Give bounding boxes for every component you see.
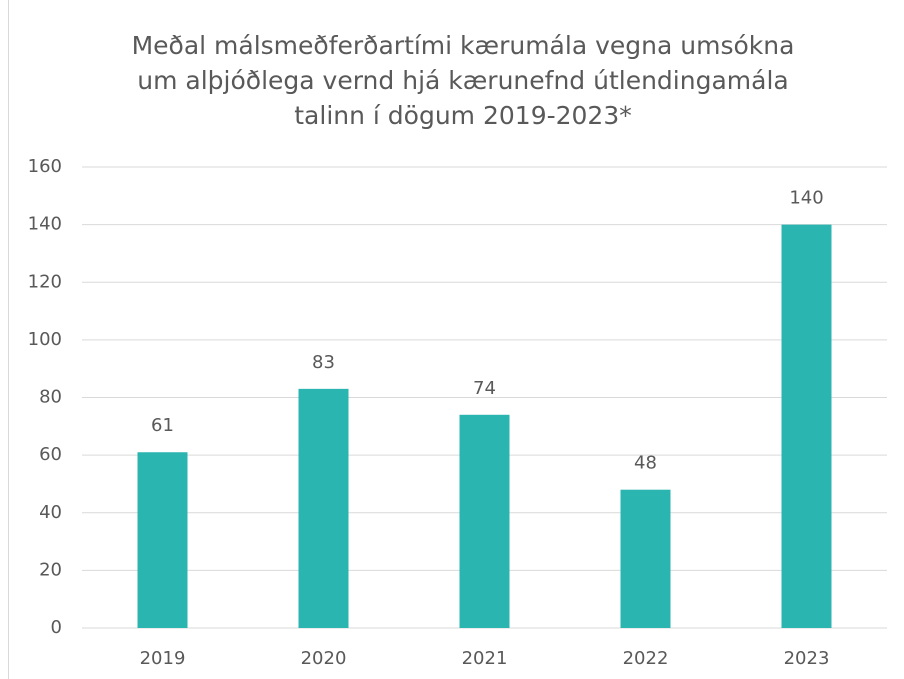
x-tick-label: 2020 <box>301 648 347 669</box>
x-tick-label: 2022 <box>623 648 669 669</box>
bar <box>137 452 188 628</box>
chart-title: Meðal málsmeðferðartími kærumála vegna u… <box>132 31 795 60</box>
x-tick-label: 2021 <box>462 648 508 669</box>
value-label: 140 <box>789 188 823 209</box>
x-tick-label: 2023 <box>784 648 830 669</box>
chart-border <box>8 0 9 679</box>
y-tick-label: 20 <box>39 559 62 580</box>
chart-title: talinn í dögum 2019-2023* <box>294 101 632 130</box>
value-label: 61 <box>151 415 174 436</box>
value-label: 83 <box>312 352 335 373</box>
y-tick-label: 140 <box>28 214 62 235</box>
x-tick-label: 2019 <box>140 648 186 669</box>
y-tick-label: 80 <box>39 387 62 408</box>
y-tick-label: 100 <box>28 329 62 350</box>
y-tick-label: 0 <box>51 617 62 638</box>
y-tick-label: 60 <box>39 444 62 465</box>
value-label: 48 <box>634 453 657 474</box>
bar <box>781 224 832 628</box>
chart-title: um alþjóðlega vernd hjá kærunefnd útlend… <box>137 66 788 95</box>
bar <box>459 414 510 628</box>
value-label: 74 <box>473 378 496 399</box>
y-tick-label: 40 <box>39 502 62 523</box>
y-tick-label: 120 <box>28 271 62 292</box>
y-tick-label: 160 <box>28 156 62 177</box>
bar <box>620 489 671 628</box>
bar <box>298 388 349 628</box>
